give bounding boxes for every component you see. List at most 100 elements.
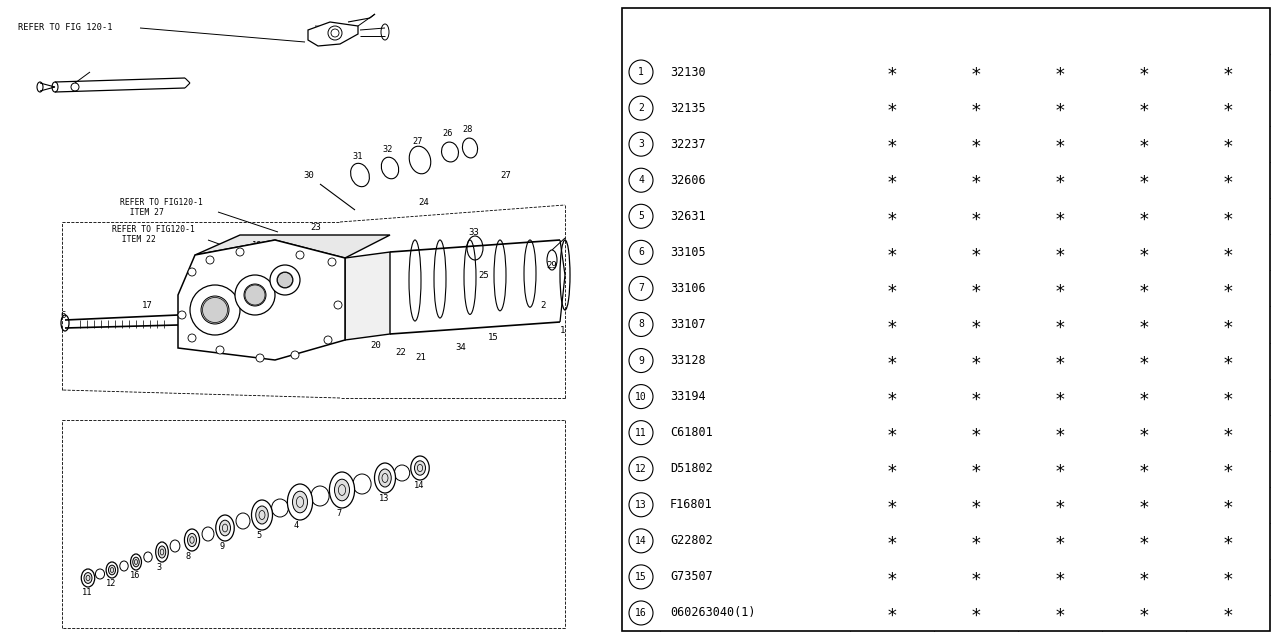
Text: ∗: ∗ bbox=[1055, 135, 1065, 153]
Text: ∗: ∗ bbox=[970, 172, 982, 189]
Text: ∗: ∗ bbox=[887, 172, 897, 189]
Text: 28: 28 bbox=[462, 125, 472, 134]
Ellipse shape bbox=[411, 456, 429, 480]
Text: ∗: ∗ bbox=[887, 63, 897, 81]
Ellipse shape bbox=[96, 569, 105, 579]
Text: 32: 32 bbox=[381, 145, 393, 154]
Text: 33105: 33105 bbox=[669, 246, 705, 259]
Text: 4: 4 bbox=[637, 175, 644, 185]
Text: 16: 16 bbox=[635, 608, 646, 618]
Text: 3: 3 bbox=[156, 563, 161, 572]
Text: 9: 9 bbox=[637, 356, 644, 365]
Text: 32237: 32237 bbox=[669, 138, 705, 150]
Text: ∗: ∗ bbox=[1055, 460, 1065, 477]
Ellipse shape bbox=[219, 520, 230, 536]
Ellipse shape bbox=[353, 474, 371, 494]
Circle shape bbox=[628, 385, 653, 408]
Ellipse shape bbox=[329, 472, 355, 508]
Text: ∗: ∗ bbox=[970, 568, 982, 586]
Text: ∗: ∗ bbox=[887, 351, 897, 369]
Circle shape bbox=[189, 285, 241, 335]
Text: 32130: 32130 bbox=[669, 65, 705, 79]
Text: ∗: ∗ bbox=[1055, 280, 1065, 298]
Text: ∗: ∗ bbox=[1222, 568, 1234, 586]
Text: ∗: ∗ bbox=[970, 99, 982, 117]
Ellipse shape bbox=[271, 499, 288, 517]
Text: 3: 3 bbox=[637, 139, 644, 149]
Text: ∗: ∗ bbox=[887, 532, 897, 550]
Text: 12: 12 bbox=[635, 464, 646, 474]
Text: ∗: ∗ bbox=[1222, 424, 1234, 442]
Text: ∗: ∗ bbox=[1055, 568, 1065, 586]
Text: ∗: ∗ bbox=[1139, 388, 1149, 406]
Text: ∗: ∗ bbox=[1139, 604, 1149, 622]
Text: 5: 5 bbox=[637, 211, 644, 221]
Text: ∗: ∗ bbox=[1139, 172, 1149, 189]
Text: REFER TO FIG120-1: REFER TO FIG120-1 bbox=[120, 198, 202, 207]
Text: ∗: ∗ bbox=[970, 532, 982, 550]
Text: REFER TO FIG 120-1: REFER TO FIG 120-1 bbox=[18, 24, 113, 33]
Text: 33107: 33107 bbox=[669, 318, 705, 331]
Text: 34: 34 bbox=[454, 343, 466, 352]
Text: ∗: ∗ bbox=[1222, 604, 1234, 622]
Ellipse shape bbox=[133, 557, 140, 567]
Circle shape bbox=[628, 241, 653, 264]
Text: ∗: ∗ bbox=[970, 243, 982, 261]
Text: 15: 15 bbox=[635, 572, 646, 582]
Text: ∗: ∗ bbox=[1055, 63, 1065, 81]
Text: 23: 23 bbox=[310, 223, 321, 232]
Text: ∗: ∗ bbox=[1139, 135, 1149, 153]
Text: ∗: ∗ bbox=[970, 280, 982, 298]
Text: ∗: ∗ bbox=[1222, 63, 1234, 81]
Text: ∗: ∗ bbox=[887, 316, 897, 333]
Text: A121C00162: A121C00162 bbox=[1206, 622, 1268, 632]
Text: ∗: ∗ bbox=[970, 207, 982, 225]
Circle shape bbox=[244, 284, 266, 306]
Ellipse shape bbox=[143, 552, 152, 562]
Text: ∗: ∗ bbox=[1222, 135, 1234, 153]
Ellipse shape bbox=[106, 562, 118, 578]
Text: ∗: ∗ bbox=[1222, 532, 1234, 550]
Text: PARTS CORD: PARTS CORD bbox=[716, 24, 795, 38]
Text: ∗: ∗ bbox=[1222, 99, 1234, 117]
Circle shape bbox=[628, 493, 653, 516]
Text: ∗: ∗ bbox=[1139, 316, 1149, 333]
Text: 33106: 33106 bbox=[669, 282, 705, 295]
Text: ∗: ∗ bbox=[1055, 351, 1065, 369]
Text: 32135: 32135 bbox=[669, 102, 705, 115]
Polygon shape bbox=[178, 240, 346, 360]
Text: 5: 5 bbox=[256, 531, 261, 540]
Text: ∗: ∗ bbox=[1139, 532, 1149, 550]
Text: 2: 2 bbox=[637, 103, 644, 113]
Text: ∗: ∗ bbox=[887, 207, 897, 225]
Text: ∗: ∗ bbox=[887, 388, 897, 406]
Text: REFER TO FIG120-1: REFER TO FIG120-1 bbox=[113, 225, 195, 234]
Text: ∗: ∗ bbox=[887, 604, 897, 622]
Ellipse shape bbox=[334, 479, 349, 500]
Text: 32606: 32606 bbox=[669, 173, 705, 187]
Text: 6: 6 bbox=[973, 35, 979, 47]
Text: ∗: ∗ bbox=[1139, 568, 1149, 586]
Text: 4: 4 bbox=[294, 521, 300, 530]
Text: ∗: ∗ bbox=[1055, 388, 1065, 406]
Text: ∗: ∗ bbox=[1055, 316, 1065, 333]
Text: 33: 33 bbox=[468, 228, 479, 237]
Text: 6: 6 bbox=[60, 311, 65, 320]
Ellipse shape bbox=[251, 500, 273, 530]
Ellipse shape bbox=[256, 506, 269, 524]
Text: 31: 31 bbox=[352, 152, 362, 161]
Text: ∗: ∗ bbox=[970, 424, 982, 442]
Text: ITEM 27: ITEM 27 bbox=[120, 208, 164, 217]
Text: 24: 24 bbox=[419, 198, 429, 207]
Text: 15: 15 bbox=[488, 333, 499, 342]
Ellipse shape bbox=[311, 486, 329, 506]
Text: 8: 8 bbox=[888, 14, 896, 28]
Text: 1: 1 bbox=[561, 326, 566, 335]
Text: ∗: ∗ bbox=[1139, 460, 1149, 477]
Circle shape bbox=[216, 346, 224, 354]
Text: ∗: ∗ bbox=[1055, 604, 1065, 622]
Text: ∗: ∗ bbox=[1139, 496, 1149, 514]
Text: 27: 27 bbox=[500, 171, 511, 180]
Text: ∗: ∗ bbox=[970, 351, 982, 369]
Polygon shape bbox=[195, 235, 390, 258]
